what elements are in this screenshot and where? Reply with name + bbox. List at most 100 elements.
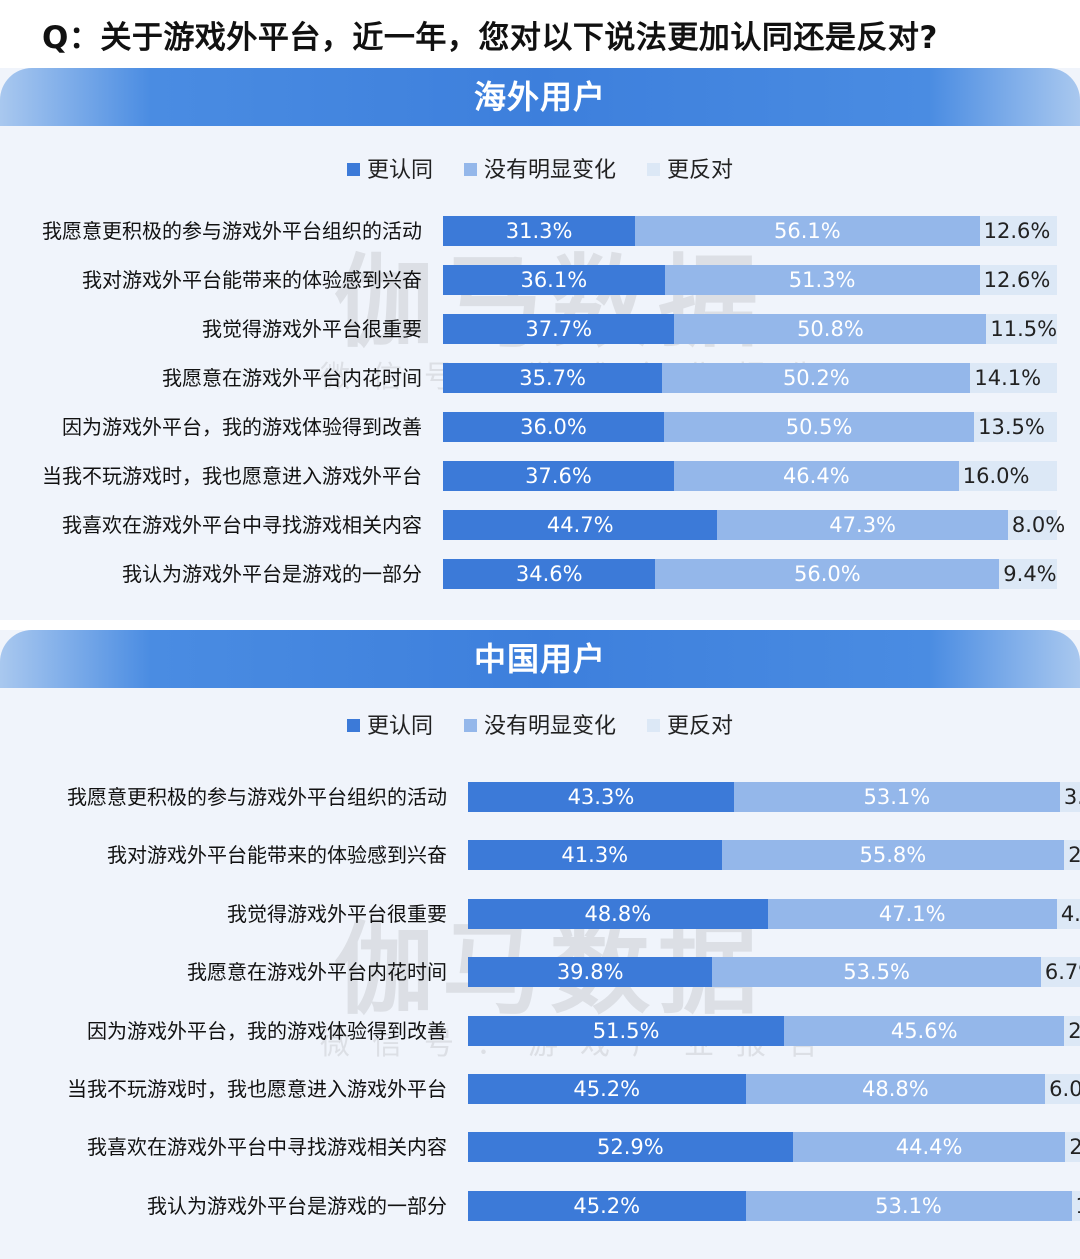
data-label-agree: 39.8% (556, 960, 624, 985)
data-label-neutral: 48.8% (861, 1077, 929, 1101)
bar-segment-agree: 36.1% (443, 265, 665, 295)
legend-label-agree: 更认同 (366, 158, 433, 183)
legend-swatch-neutral (463, 163, 477, 176)
china-users-panel: 中国用户 更认同 没有明显变化 更反对 伽马数据 微信号：游戏产业报告 我愿意更… (0, 630, 1080, 1259)
data-label-agree: 48.8% (584, 901, 652, 926)
category-label: 我愿意在游戏外平台内花时间 (162, 366, 422, 390)
legend-item-neutral: 没有明显变化 (463, 152, 616, 184)
category-label: 我喜欢在游戏外平台中寻找游戏相关内容 (62, 513, 422, 537)
bar-segment-agree: 45.2% (468, 1074, 746, 1104)
data-label-neutral: 47.1% (878, 901, 946, 926)
data-label-agree: 51.5% (592, 1018, 660, 1043)
data-label-agree: 45.2% (573, 1193, 641, 1218)
data-label-oppose: 2.9% (1068, 843, 1080, 868)
data-label-oppose: 16.0% (962, 464, 1030, 488)
bar-row: 我愿意更积极的参与游戏外平台组织的活动 31.3% 56.1% 12.6% (0, 216, 1080, 246)
legend-label-oppose: 更反对 (667, 714, 734, 739)
bar-row: 我认为游戏外平台是游戏的一部分 45.2% 53.1% 1.7% (0, 1190, 1080, 1221)
bar-row: 我愿意更积极的参与游戏外平台组织的活动 43.3% 53.1% 3.5% (0, 782, 1080, 812)
question-title: Q：关于游戏外平台，近一年，您对以下说法更加认同还是反对? (42, 20, 938, 56)
data-label-agree: 37.7% (525, 317, 593, 341)
bar-segment-neutral: 50.2% (662, 363, 971, 393)
bar-segment-agree: 43.3% (468, 782, 734, 812)
bar-segment-oppose: 16.0% (958, 461, 1057, 491)
panel-title-china: 中国用户 (0, 630, 1080, 688)
data-label-neutral: 51.3% (788, 268, 856, 292)
data-label-agree: 43.3% (567, 785, 635, 809)
bar-segment-oppose: 6.7% (1040, 957, 1080, 988)
data-label-agree: 37.6% (525, 464, 592, 488)
bar-row: 我认为游戏外平台是游戏的一部分 34.6% 56.0% 9.4% (0, 559, 1080, 589)
bar-segment-neutral: 46.4% (673, 461, 959, 491)
bar-row: 我觉得游戏外平台很重要 37.7% 50.8% 11.5% (0, 314, 1080, 344)
data-label-neutral: 55.8% (859, 843, 927, 868)
bar-segment-oppose: 9.4% (999, 559, 1057, 589)
bar-segment-agree: 35.7% (443, 363, 663, 393)
bar-segment-agree: 52.9% (468, 1132, 793, 1163)
data-label-neutral: 53.5% (843, 960, 910, 985)
data-label-oppose: 11.5% (990, 317, 1058, 341)
bar-segment-agree: 51.5% (468, 1015, 785, 1046)
data-label-oppose: 13.5% (978, 415, 1045, 439)
overseas-users-panel: 海外用户 更认同 没有明显变化 更反对 伽马数据 微信号：游戏产业报告 我愿意更… (0, 68, 1080, 620)
category-label: 我对游戏外平台能带来的体验感到兴奋 (107, 843, 447, 868)
data-label-neutral: 53.1% (875, 1193, 942, 1218)
bar-row: 我对游戏外平台能带来的体验感到兴奋 36.1% 51.3% 12.6% (0, 265, 1080, 295)
bar-segment-oppose: 12.6% (979, 216, 1057, 246)
bar-segment-oppose: 14.1% (970, 363, 1057, 393)
data-label-oppose: 12.6% (983, 219, 1051, 243)
legend-swatch-agree (346, 719, 360, 732)
category-label: 我认为游戏外平台是游戏的一部分 (122, 562, 422, 586)
bar-segment-neutral: 51.3% (664, 265, 980, 295)
data-label-neutral: 50.5% (785, 415, 853, 439)
legend-swatch-oppose (647, 163, 660, 176)
bar-segment-agree: 37.7% (443, 314, 675, 344)
data-label-agree: 45.2% (573, 1077, 641, 1101)
bar-segment-oppose: 2.9% (1064, 1015, 1080, 1046)
category-label: 我愿意更积极的参与游戏外平台组织的活动 (42, 219, 422, 243)
bar-segment-oppose: 2.7% (1065, 1132, 1080, 1163)
legend-label-neutral: 没有明显变化 (483, 714, 616, 739)
bar-segment-agree: 39.8% (468, 957, 713, 988)
legend-item-oppose: 更反对 (647, 708, 733, 740)
bar-segment-neutral: 53.1% (733, 782, 1060, 812)
bar-segment-neutral: 50.8% (674, 314, 987, 344)
bar-segment-neutral: 50.5% (664, 412, 975, 442)
bar-segment-oppose: 13.5% (974, 412, 1057, 442)
bar-segment-neutral: 48.8% (745, 1074, 1046, 1104)
bar-row: 当我不玩游戏时，我也愿意进入游戏外平台 45.2% 48.8% 6.0% (0, 1074, 1080, 1104)
legend-item-agree: 更认同 (346, 708, 433, 740)
bar-segment-neutral: 47.3% (717, 510, 1008, 540)
data-label-neutral: 50.2% (782, 366, 850, 390)
bar-segment-oppose: 2.9% (1064, 840, 1080, 871)
category-label: 我对游戏外平台能带来的体验感到兴奋 (82, 268, 422, 292)
bar-segment-oppose: 1.7% (1071, 1190, 1080, 1221)
bar-row: 我喜欢在游戏外平台中寻找游戏相关内容 44.7% 47.3% 8.0% (0, 510, 1080, 540)
data-label-oppose: 1.7% (1076, 1191, 1080, 1221)
bar-segment-agree: 31.3% (443, 216, 636, 246)
data-label-neutral: 56.1% (774, 219, 841, 243)
category-label: 我愿意在游戏外平台内花时间 (187, 960, 447, 985)
panel-title-overseas: 海外用户 (0, 68, 1080, 126)
bar-segment-neutral: 55.8% (721, 840, 1065, 871)
category-label: 当我不玩游戏时，我也愿意进入游戏外平台 (67, 1077, 447, 1101)
category-label: 我愿意更积极的参与游戏外平台组织的活动 (67, 785, 447, 809)
bar-segment-neutral: 53.1% (745, 1190, 1072, 1221)
data-label-oppose: 2.7% (1069, 1135, 1080, 1160)
bar-row: 我愿意在游戏外平台内花时间 39.8% 53.5% 6.7% (0, 957, 1080, 988)
bar-segment-agree: 37.6% (443, 461, 674, 491)
category-label: 我觉得游戏外平台很重要 (227, 901, 447, 926)
bar-segment-agree: 36.0% (443, 412, 665, 442)
category-label: 我喜欢在游戏外平台中寻找游戏相关内容 (87, 1135, 447, 1160)
data-label-oppose: 12.6% (983, 268, 1051, 292)
bar-row: 我喜欢在游戏外平台中寻找游戏相关内容 52.9% 44.4% 2.7% (0, 1132, 1080, 1163)
bar-segment-agree: 34.6% (443, 559, 656, 589)
legend-label-oppose: 更反对 (667, 158, 734, 183)
bar-segment-neutral: 56.0% (655, 559, 1000, 589)
bar-segment-oppose: 12.6% (979, 265, 1057, 295)
data-label-neutral: 56.0% (793, 562, 861, 586)
bar-segment-agree: 41.3% (468, 840, 722, 871)
data-label-agree: 34.6% (515, 562, 583, 586)
bar-segment-oppose: 4.2% (1056, 898, 1080, 929)
category-label: 我觉得游戏外平台很重要 (202, 317, 422, 341)
